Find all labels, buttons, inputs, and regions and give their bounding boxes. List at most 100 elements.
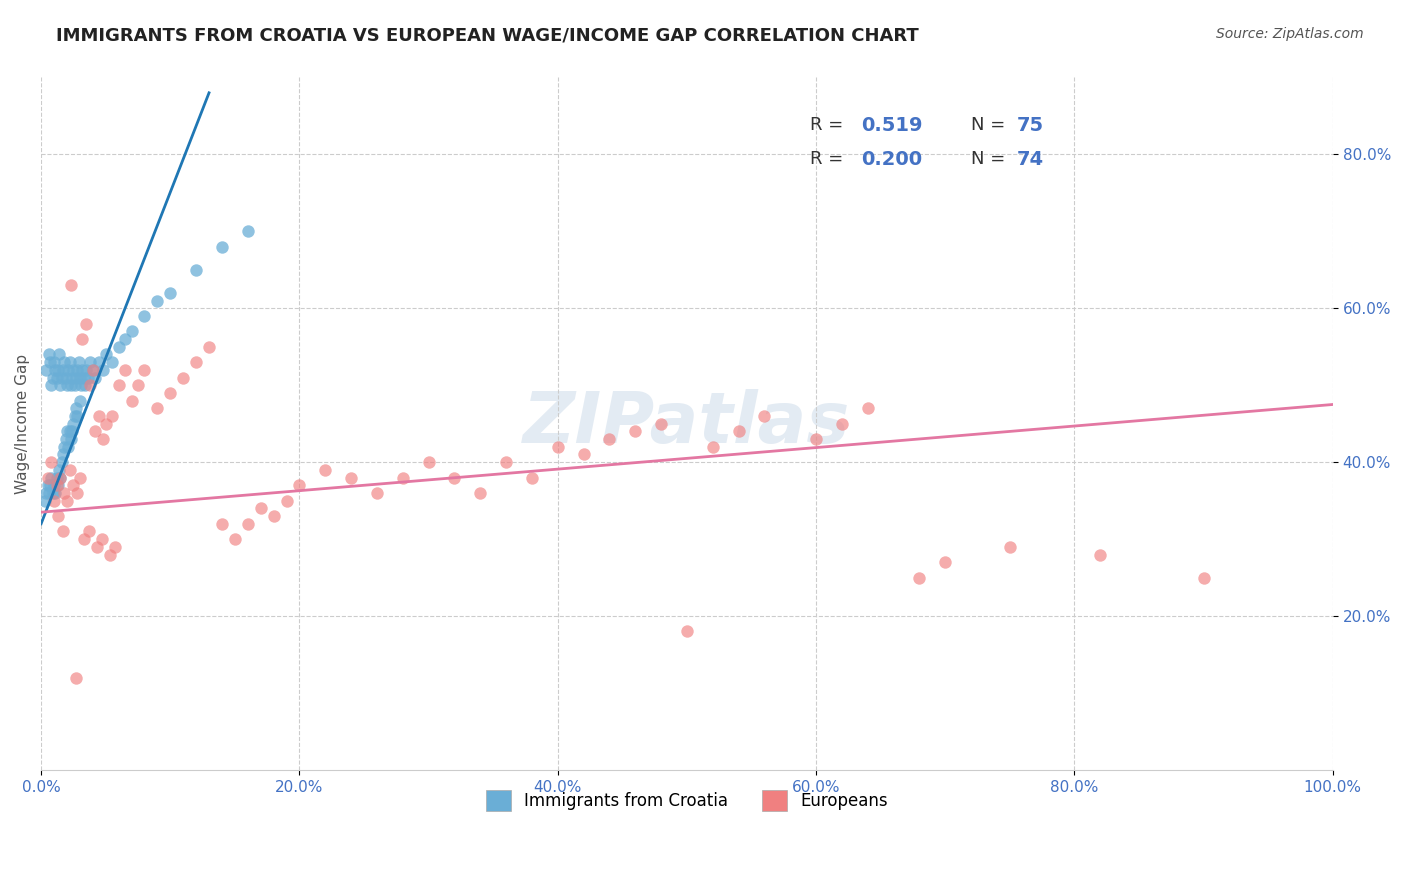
Point — [547, 440, 569, 454]
Point — [58, 463, 80, 477]
Legend: Immigrants from Croatia, Europeans: Immigrants from Croatia, Europeans — [472, 777, 901, 824]
Text: 0.519: 0.519 — [862, 116, 922, 135]
Point — [65, 370, 87, 384]
Point — [70, 378, 93, 392]
Point — [495, 455, 517, 469]
Point — [101, 409, 124, 423]
Point — [41, 455, 63, 469]
Point — [38, 347, 60, 361]
Point — [75, 317, 97, 331]
Point — [856, 401, 879, 416]
Point — [72, 332, 94, 346]
Point — [236, 516, 259, 531]
Point — [754, 409, 776, 423]
Point — [39, 478, 62, 492]
Text: ZIPatlas: ZIPatlas — [523, 389, 851, 458]
Point — [55, 370, 77, 384]
Point — [56, 425, 79, 439]
Point — [75, 363, 97, 377]
Point — [211, 240, 233, 254]
Point — [804, 432, 827, 446]
Point — [84, 425, 107, 439]
Point — [127, 378, 149, 392]
Point — [114, 332, 136, 346]
Point — [60, 425, 83, 439]
Point — [42, 478, 65, 492]
Point — [159, 285, 181, 300]
Point — [66, 363, 89, 377]
Point — [69, 393, 91, 408]
Point — [79, 378, 101, 392]
Text: IMMIGRANTS FROM CROATIA VS EUROPEAN WAGE/INCOME GAP CORRELATION CHART: IMMIGRANTS FROM CROATIA VS EUROPEAN WAGE… — [56, 27, 920, 45]
Point — [236, 224, 259, 238]
Point — [41, 378, 63, 392]
Point — [73, 378, 96, 392]
Text: 0.200: 0.200 — [862, 150, 922, 169]
Point — [45, 370, 67, 384]
Point — [60, 370, 83, 384]
Point — [39, 355, 62, 369]
Point — [908, 571, 931, 585]
Point — [702, 440, 724, 454]
Point — [184, 262, 207, 277]
Point — [42, 493, 65, 508]
Point — [211, 516, 233, 531]
Point — [391, 470, 413, 484]
Point — [59, 432, 82, 446]
Point — [58, 355, 80, 369]
Point — [51, 455, 73, 469]
Point — [107, 378, 129, 392]
Point — [146, 293, 169, 308]
Point — [35, 363, 58, 377]
Point — [59, 378, 82, 392]
Point — [38, 486, 60, 500]
Point — [89, 409, 111, 423]
Text: R =: R = — [810, 116, 849, 134]
Point — [172, 370, 194, 384]
Point — [94, 417, 117, 431]
Point — [249, 501, 271, 516]
Point — [53, 355, 76, 369]
Point — [45, 470, 67, 484]
Text: 75: 75 — [1017, 116, 1043, 135]
Point — [831, 417, 853, 431]
Point — [69, 370, 91, 384]
Point — [77, 524, 100, 539]
Point — [48, 463, 70, 477]
Point — [101, 355, 124, 369]
Point — [114, 363, 136, 377]
Point — [58, 363, 80, 377]
Point — [104, 540, 127, 554]
Text: N =: N = — [972, 150, 1011, 169]
Text: R =: R = — [810, 150, 849, 169]
Point — [134, 309, 156, 323]
Point — [72, 363, 94, 377]
Point — [934, 555, 956, 569]
Point — [263, 509, 285, 524]
Point — [42, 355, 65, 369]
Point — [86, 540, 108, 554]
Point — [65, 671, 87, 685]
Point — [82, 363, 104, 377]
Point — [340, 470, 363, 484]
Point — [49, 470, 72, 484]
Point — [37, 478, 59, 492]
Point — [46, 363, 69, 377]
Text: Source: ZipAtlas.com: Source: ZipAtlas.com — [1216, 27, 1364, 41]
Point — [598, 432, 620, 446]
Point — [443, 470, 465, 484]
Point — [66, 409, 89, 423]
Point — [69, 470, 91, 484]
Point — [52, 363, 75, 377]
Text: N =: N = — [972, 116, 1011, 134]
Point — [37, 470, 59, 484]
Point — [55, 432, 77, 446]
Point — [62, 478, 84, 492]
Point — [73, 532, 96, 546]
Point — [49, 470, 72, 484]
Point — [53, 486, 76, 500]
Point — [42, 486, 65, 500]
Point — [121, 393, 143, 408]
Point — [91, 432, 114, 446]
Point — [59, 278, 82, 293]
